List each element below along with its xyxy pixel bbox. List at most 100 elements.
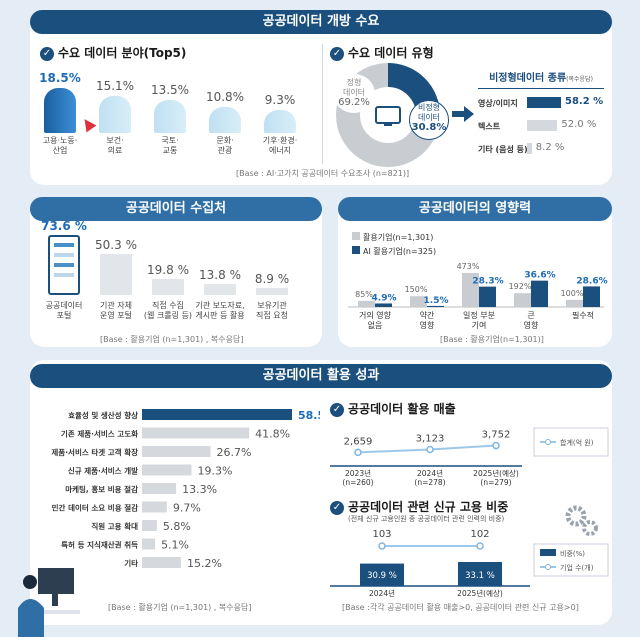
impact-label: 기여 <box>472 320 487 330</box>
impact-label: 약간 <box>420 310 435 320</box>
collection-label: 기관 자체 운영 포털 <box>100 301 132 320</box>
gear-icon <box>565 505 598 536</box>
kind-title: 비정형데이터 종류 <box>489 73 567 84</box>
performance-bar <box>142 483 177 494</box>
impact-banner: 공공데이터의 영향력 <box>338 197 612 221</box>
sales-x-label: 2025년(예상) <box>473 468 519 478</box>
performance-label: 민간 데이터 소요 비용 절감 <box>52 503 138 513</box>
impact-bar-ai <box>531 280 548 307</box>
hire-ratio-bar <box>360 563 404 586</box>
performance-label: 신규 제품·서비스 개발 <box>68 466 138 476</box>
portal-line-icon <box>54 273 74 277</box>
check-icon: ✓ <box>330 46 344 61</box>
hire-svg: 30.9 % 103 2024년 33.1 % 102 2025년(예상) 비중(%) 기업 … <box>330 529 609 598</box>
impact-label: 영향 <box>524 320 539 330</box>
hire-count-point <box>378 542 386 550</box>
kind-title-box: 비정형데이터 종류(복수응답) <box>478 66 604 89</box>
type-title: 수요 데이터 유형 <box>348 46 434 60</box>
hire-legend-count: 기업 수(개) <box>560 563 594 572</box>
performance-value: 41.8% <box>255 428 290 441</box>
legend-b-label: AI 활용기업(n=325) <box>363 247 437 256</box>
kind-bar <box>527 97 561 108</box>
top5-label: 국토· 교통 <box>161 136 179 155</box>
performance-label: 제품·서비스 타겟 고객 확장 <box>51 447 138 457</box>
impact-value-ai: 4.9% <box>372 293 397 303</box>
top5-heading: ✓ 수요 데이터 분야(Top5) <box>40 44 186 61</box>
demand-base: [Base : AI·고가치 공공데이터 수요조사 (n=821)] <box>236 169 410 178</box>
performance-value: 9.7% <box>173 502 201 515</box>
top5-label: 고용·노동· 산업 <box>42 136 78 155</box>
check-icon: ✓ <box>330 402 344 417</box>
structured-label-text: 정형 데이터 <box>342 78 366 97</box>
performance-bar <box>142 538 156 550</box>
top5-label: 기후·환경· 에너지 <box>262 136 298 155</box>
impact-value-ai: 28.6% <box>576 276 607 286</box>
unstructured-bubble <box>409 100 449 140</box>
collection-value: 73.6 % <box>41 219 87 233</box>
performance-bar <box>142 464 192 476</box>
top5-bar <box>154 100 186 133</box>
hire-legend-ratio: 비중(%) <box>560 549 585 558</box>
impact-value-all: 473% <box>457 262 480 271</box>
kind-value: 58.2 % <box>565 96 604 107</box>
performance-bar <box>142 427 250 439</box>
impact-value-ai: 1.5% <box>424 296 449 306</box>
performance-bar <box>142 409 292 420</box>
sales-x-label: (n=278) <box>414 478 445 487</box>
sales-value: 3,752 <box>482 430 511 441</box>
collection-bar <box>152 278 184 295</box>
top5-label: 문화· 관광 <box>216 136 234 155</box>
impact-label: 영향 <box>420 320 435 330</box>
top5-value: 9.3% <box>264 93 296 108</box>
check-icon: ✓ <box>40 46 54 61</box>
kind-label: 텍스트 <box>478 122 501 131</box>
impact-bar-ai <box>375 303 392 307</box>
impact-legend-a: 활용기업(n=1,301) <box>352 232 433 243</box>
hire-x-label: 2025년(예상) <box>457 588 503 598</box>
sales-value: 3,123 <box>416 433 445 444</box>
collection-bar <box>256 287 288 295</box>
performance-label: 효율성 및 생산성 향상 <box>68 410 138 420</box>
impact-label: 없음 <box>368 321 383 330</box>
portal-line-icon <box>54 263 74 267</box>
sales-heading: ✓ 공공데이터 활용 매출 <box>330 400 456 417</box>
collection-value: 8.9 % <box>254 271 290 286</box>
collection-value: 50.3 % <box>95 237 137 252</box>
top5-bar <box>209 106 241 133</box>
impact-bar-ai <box>583 286 600 307</box>
impact-bar-ai <box>427 305 444 307</box>
hire-ratio-value: 33.1 % <box>465 571 495 581</box>
impact-bar-all <box>462 272 479 307</box>
kind-bar <box>527 120 558 131</box>
impact-legend-b: AI 활용기업(n=325) <box>352 246 436 257</box>
sales-x-label: (n=279) <box>480 478 511 487</box>
top5-bar <box>44 88 76 133</box>
impact-value-all: 100% <box>561 289 584 298</box>
legend-a-swatch <box>352 232 360 240</box>
hire-legend-bar <box>540 549 556 556</box>
collection-title: 공공데이터 수집처 <box>125 201 227 216</box>
impact-label: 큰 <box>527 311 534 320</box>
collection-label: 기관 보도자료, 게시판 등 활용 <box>195 301 245 320</box>
unstructured-label-text: 비정형 데이터 <box>417 103 441 122</box>
impact-bar-all <box>410 296 427 307</box>
kind-note: (복수응답) <box>566 76 593 83</box>
hire-count-value: 103 <box>372 529 391 540</box>
collection-base: [Base : 활용기업 (n=1,301) , 복수응답] <box>100 335 244 344</box>
legend-a-label: 활용기업(n=1,301) <box>363 233 434 242</box>
collection-value: 13.8 % <box>199 267 241 282</box>
performance-value: 15.2% <box>187 557 222 570</box>
collection-bar <box>48 235 80 295</box>
performance-bar <box>142 520 157 531</box>
structured-label: 정형 데이터 69.2% <box>333 74 375 114</box>
donut-center <box>361 88 415 142</box>
structured-value: 69.2% <box>338 97 370 109</box>
top5-bar <box>264 110 296 133</box>
performance-value: 13.3% <box>182 483 217 496</box>
impact-value-ai: 36.6% <box>524 271 555 281</box>
collection-banner: 공공데이터 수집처 <box>30 197 322 221</box>
performance-label: 기타 <box>124 558 138 568</box>
performance-label: 기존 제품·서비스 고도화 <box>61 429 138 439</box>
sales-x-label: 2024년 <box>417 468 443 478</box>
impact-base: [Base : 활용기업(n=1,301)] <box>440 335 544 344</box>
